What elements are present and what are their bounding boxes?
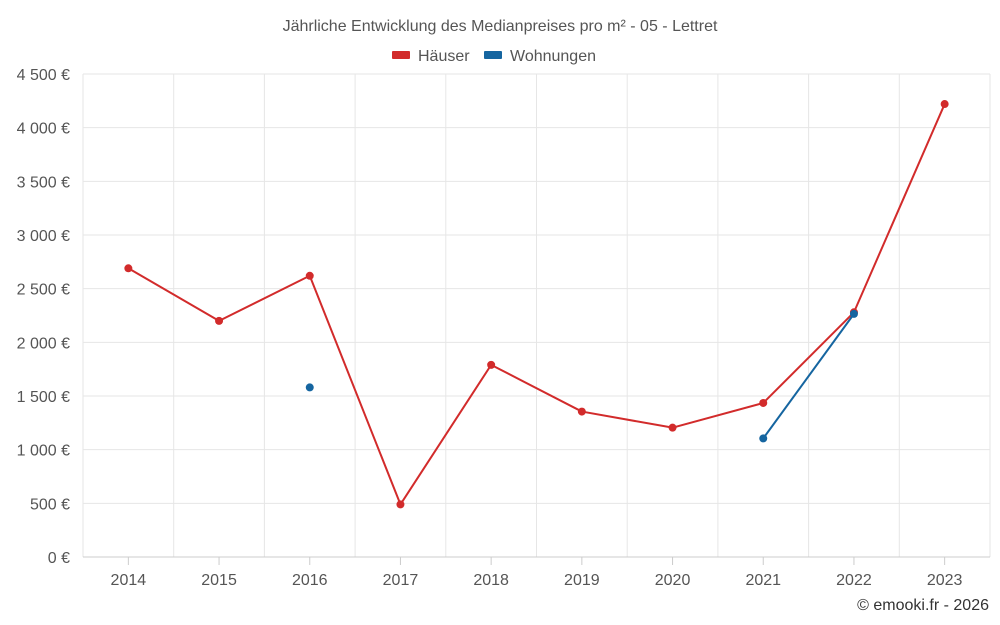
y-tick-label: 3 500 € — [17, 174, 70, 191]
data-point[interactable] — [759, 434, 768, 443]
x-tick-label: 2017 — [383, 572, 419, 589]
data-point[interactable] — [487, 360, 496, 369]
series-apartments — [305, 309, 858, 443]
y-tick-label: 2 500 € — [17, 282, 70, 299]
data-point[interactable] — [849, 309, 858, 318]
x-tick-label: 2016 — [292, 572, 328, 589]
series — [124, 100, 949, 509]
legend[interactable]: Häuser Wohnungen — [392, 48, 596, 65]
x-tick-label: 2018 — [473, 572, 509, 589]
data-point[interactable] — [759, 398, 768, 407]
data-point[interactable] — [940, 100, 949, 109]
data-point[interactable] — [577, 407, 586, 416]
series-line — [127, 103, 946, 506]
data-point[interactable] — [305, 271, 314, 280]
x-tick-label: 2021 — [745, 572, 781, 589]
legend-item[interactable]: Häuser — [392, 48, 470, 65]
y-tick-label: 4 000 € — [17, 121, 70, 138]
grid — [82, 73, 991, 558]
y-tick-label: 4 500 € — [17, 67, 70, 84]
legend-label: Wohnungen — [510, 48, 596, 65]
data-point[interactable] — [396, 500, 405, 509]
legend-label: Häuser — [418, 48, 470, 65]
credit-text: © emooki.fr - 2026 — [857, 597, 989, 614]
x-tick-label: 2014 — [111, 572, 147, 589]
data-point[interactable] — [215, 316, 224, 325]
data-point[interactable] — [305, 383, 314, 392]
y-tick-label: 1 000 € — [17, 443, 70, 460]
x-tick-label: 2020 — [655, 572, 691, 589]
legend-item[interactable]: Wohnungen — [484, 48, 596, 65]
x-tick-label: 2023 — [927, 572, 963, 589]
legend-swatch — [484, 51, 502, 59]
data-point[interactable] — [124, 264, 133, 273]
y-tick-label: 3 000 € — [17, 228, 70, 245]
x-tick-label: 2015 — [201, 572, 237, 589]
y-tick-label: 500 € — [30, 496, 70, 513]
legend-swatch — [392, 51, 410, 59]
y-tick-label: 2 000 € — [17, 335, 70, 352]
series-line — [762, 313, 855, 439]
x-tick-label: 2022 — [836, 572, 872, 589]
x-tick-label: 2019 — [564, 572, 600, 589]
y-tick-label: 0 € — [48, 550, 70, 567]
y-tick-label: 1 500 € — [17, 389, 70, 406]
series-houses — [124, 100, 949, 509]
chart-title: Jährliche Entwicklung des Medianpreises … — [283, 18, 718, 35]
axes: 0 € 500 € 1 000 € 1 500 € 2 000 € 2 500 € 3 00… — [17, 67, 990, 589]
data-point[interactable] — [668, 423, 677, 432]
